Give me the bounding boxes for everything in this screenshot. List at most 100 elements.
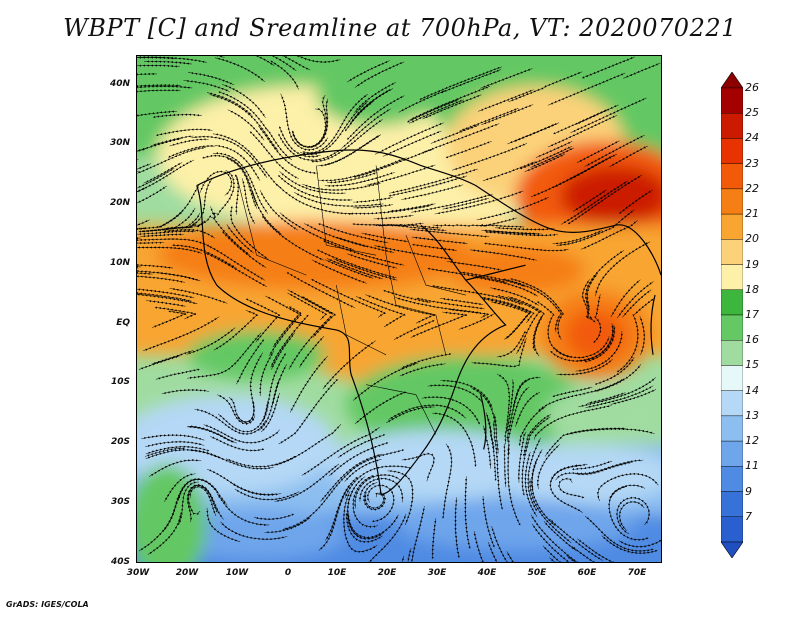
streamline [496,373,511,445]
streamline [137,237,212,248]
colorbar-level-label: 11 [745,459,759,473]
streamline [400,353,452,369]
lat-label: EQ [116,318,130,328]
colorbar [721,72,743,558]
streamline [405,547,412,562]
streamline [410,311,468,338]
streamline [346,60,390,83]
colorbar-swatch [721,239,743,265]
streamline [362,513,407,562]
streamline [538,378,625,411]
streamline [259,190,298,231]
credit-text: GrADS: IGES/COLA [6,600,89,609]
streamline [431,518,437,560]
lon-label: 10W [225,568,249,578]
lon-label: 30E [427,568,447,578]
map-title: WBPT [C] and Sreamline at 700hPa, VT: 20… [63,14,737,42]
streamline [353,203,394,209]
streamline [213,309,259,351]
colorbar-level-label: 24 [745,131,759,145]
streamline [154,306,197,320]
streamline [446,260,502,271]
streamline [427,267,508,283]
streamline [355,296,406,328]
streamline [137,230,196,236]
streamline [387,469,414,526]
lat-label: 20S [110,437,130,447]
streamline [222,231,267,268]
streamline [373,214,414,220]
colorbar-swatch [721,440,743,467]
streamline [145,448,223,459]
streamline [186,483,224,523]
lon-label: 60E [577,568,597,578]
streamline [292,56,341,64]
streamline [353,196,393,204]
streamline [137,227,148,232]
streamline [354,391,407,425]
streamline [155,368,200,380]
lon-label: 20E [377,568,397,578]
streamline [469,249,537,261]
streamline [137,246,203,254]
colorbar-swatch [721,314,743,341]
streamline [394,297,482,314]
streamline [279,171,346,195]
streamline [137,110,177,118]
streamline [323,240,405,266]
lon-label: 20W [175,568,199,578]
colorbar-level-label: 9 [745,484,752,498]
streamline [241,178,256,224]
colorbar-swatch [721,87,743,114]
colorbar-swatch [721,163,743,190]
streamlines [137,56,661,562]
streamline [253,513,295,521]
streamline [486,416,497,481]
streamline [584,134,645,167]
colorbar-level-label: 19 [745,257,759,271]
streamline [217,493,270,526]
colorbar-swatch [721,113,743,139]
streamline [464,476,471,549]
streamline [137,64,180,68]
streamline [454,497,460,558]
streamline [411,193,493,213]
lat-label: 20N [109,198,130,208]
colorbar-top-arrow [721,72,743,89]
streamline [503,443,507,488]
streamline [440,379,493,410]
colorbar-swatch [721,213,743,240]
lat-label: 40S [110,557,130,567]
streamline [494,226,555,231]
streamline [341,108,391,149]
streamline [147,512,182,555]
streamline [149,458,202,477]
streamline [137,84,181,92]
streamline [142,316,220,352]
streamline [322,340,376,390]
streamline [287,289,334,315]
lon-label: 40E [477,568,497,578]
colorbar-level-label: 26 [745,81,759,94]
lon-label: 70E [627,568,647,578]
colorbar-level-label: 21 [745,207,759,221]
streamline [273,424,342,466]
streamline [560,180,628,225]
streamline [485,230,558,237]
streamline [442,443,453,519]
streamline [271,364,287,406]
streamline [163,207,196,230]
streamline [484,242,569,252]
colorbar-level-label: 23 [745,156,759,170]
colorbar-level-label: 12 [745,434,759,448]
streamline [206,507,241,542]
streamline [137,292,198,305]
weather-map [136,55,662,563]
streamline [137,72,157,82]
streamline [482,161,536,182]
streamline [527,437,541,511]
colorbar-swatch [721,340,743,366]
lat-label: 10S [110,377,130,387]
streamline [547,115,617,148]
streamline [471,337,527,368]
